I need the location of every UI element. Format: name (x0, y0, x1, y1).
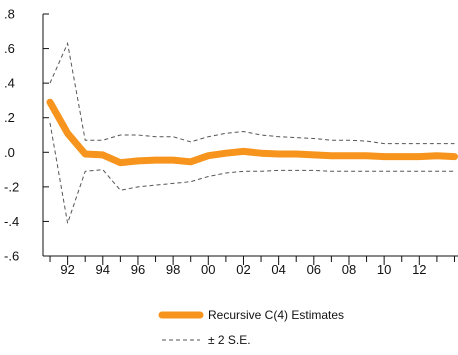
x-tick-label: 94 (96, 262, 110, 277)
x-axis: 92 94 96 98 00 02 04 06 08 10 12 (49, 256, 455, 277)
x-tick-label: 92 (60, 262, 74, 277)
plot-frame (42, 14, 458, 257)
y-tick-label: .4 (4, 76, 15, 91)
legend-label-estimates: Recursive C(4) Estimates (208, 308, 344, 322)
x-tick-label: 08 (342, 262, 356, 277)
lower-se-band-line (49, 122, 455, 224)
y-tick-label: .8 (4, 7, 15, 22)
legend: Recursive C(4) Estimates ± 2 S.E. (158, 308, 344, 347)
x-tick-label: 98 (166, 262, 180, 277)
upper-se-band-line (49, 41, 455, 145)
x-tick-label: 06 (307, 262, 321, 277)
legend-label-se-band: ± 2 S.E. (208, 333, 251, 347)
y-tick-label: .0 (4, 145, 15, 160)
y-axis: .8 .6 .4 .2 .0 -.2 -.4 -.6 (4, 7, 49, 264)
x-tick-label: 04 (271, 262, 285, 277)
y-tick-label: -.4 (4, 214, 19, 229)
x-tick-label: 02 (236, 262, 250, 277)
y-tick-label: -.6 (4, 249, 19, 264)
y-tick-label: -.2 (4, 179, 19, 194)
x-tick-label: 12 (412, 262, 426, 277)
series-layer (46, 41, 458, 224)
y-tick-label: .6 (4, 41, 15, 56)
recursive-estimates-line (46, 98, 458, 167)
x-tick-label: 10 (377, 262, 391, 277)
y-tick-label: .2 (4, 110, 15, 125)
x-tick-label: 96 (131, 262, 145, 277)
x-tick-label: 00 (201, 262, 215, 277)
